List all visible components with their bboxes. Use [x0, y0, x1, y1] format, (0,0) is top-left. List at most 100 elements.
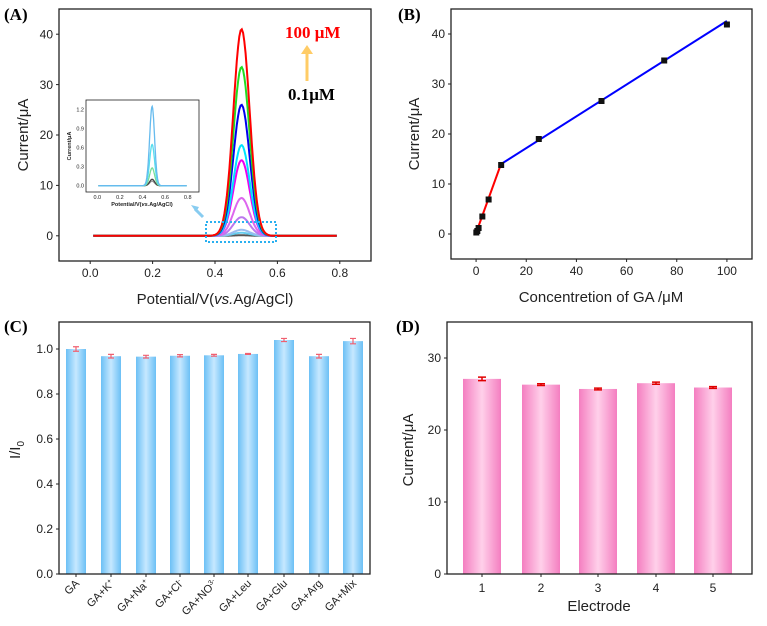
panel-a-ytick-label: 0 — [46, 229, 53, 243]
panel-d-xtick-label: 2 — [538, 581, 545, 595]
panel-c-error-bar — [177, 354, 183, 358]
panel-d-ytick-label: 30 — [428, 351, 442, 365]
panel-a-ylabel: Current/μA — [15, 99, 32, 172]
panel-c-ytick-label: 0.8 — [36, 387, 53, 401]
panel-c-ytick-label: 0.4 — [36, 477, 53, 491]
inset-xlabel: Potential/V(vs.Ag/AgCl) — [111, 202, 173, 208]
panel-c-bar — [170, 355, 190, 574]
panel-b-frame — [450, 8, 753, 260]
panel-d-bar — [463, 378, 501, 574]
panel-a-ytick-label: 40 — [40, 27, 54, 41]
panel-c-error-bar — [316, 353, 322, 359]
ylabel-sub: 0 — [16, 441, 27, 447]
panel-b-ytick-label: 0 — [438, 227, 445, 241]
category-name: GA+Leu — [217, 578, 254, 615]
panel-a-xtick-label: 0.8 — [331, 266, 348, 280]
panel-c-bar — [204, 355, 224, 574]
inset-ytick-label: 0.0 — [76, 184, 84, 190]
panel-c-ytick-label: 1.0 — [36, 342, 53, 356]
panel-a-xtick-label: 0.2 — [144, 266, 161, 280]
inset-ytick-label: 1.2 — [76, 108, 84, 114]
panel-b-xtick-label: 60 — [620, 264, 634, 278]
category-name: GA+Arg — [289, 578, 325, 614]
panel-b-ylabel: Current/μA — [406, 98, 423, 171]
panel-b-data-point — [723, 21, 730, 28]
panel-d-xtick-label: 5 — [710, 581, 717, 595]
inset-xlabel-part: vs. — [142, 202, 150, 208]
panel-c-ytick-label: 0.6 — [36, 432, 53, 446]
ylabel-main: I/I — [7, 447, 24, 460]
panel-c-ytick-label: 0.2 — [36, 522, 53, 536]
panel-b-data-point — [479, 213, 486, 220]
category-name: GA+Glu — [254, 578, 290, 614]
panel-c-category-label: GA+Mix — [323, 577, 360, 614]
panel-label-d: (D) — [396, 317, 420, 336]
panel-c-category-label: GA+NO3- — [180, 577, 221, 618]
panel-d-error-bar — [478, 376, 486, 382]
panel-a-xtick-label: 0.0 — [82, 266, 99, 280]
panel-c-error-bar — [73, 346, 79, 352]
category-charge: + — [106, 578, 114, 586]
panel-d-xtick-label: 1 — [479, 581, 486, 595]
panel-b-xtick-label: 40 — [570, 264, 584, 278]
panel-b-data-point — [661, 57, 668, 64]
panel-c-ylabel: I/I0 — [7, 441, 27, 460]
panel-a-xtick-label: 0.4 — [207, 266, 224, 280]
panel-a-ytick-label: 20 — [40, 128, 54, 142]
panel-c-error-bar — [350, 337, 356, 345]
panel-a-series-line — [93, 27, 337, 237]
panel-c-bar — [66, 349, 86, 574]
panel-b-xtick-label: 80 — [670, 264, 684, 278]
panel-b-ytick-label: 20 — [432, 127, 446, 141]
category-charge: 3- — [207, 577, 217, 587]
inset-ylabel: Current/μA — [67, 132, 73, 161]
category-charge: - — [176, 577, 183, 584]
panel-b-xlabel: Concentretion of GA /μM — [519, 289, 684, 306]
category-name: GA+Mix — [323, 577, 360, 614]
panel-b-data-point — [598, 98, 605, 104]
category-name: GA+NO — [180, 582, 216, 618]
panel-b-fit-line — [500, 20, 728, 165]
panel-c-ytick-label: 0.0 — [36, 567, 53, 581]
panel-c-error-bar — [108, 353, 114, 359]
inset-xtick-label: 0.6 — [161, 195, 169, 201]
panel-d-xtick-label: 4 — [653, 581, 660, 595]
panel-c-bar — [101, 356, 121, 574]
panel-d-error-bar — [652, 381, 660, 386]
panel-a-xlabel-part: Potential/V( — [137, 291, 215, 308]
inset-xtick-label: 0.0 — [93, 195, 101, 201]
panel-label-b: (B) — [398, 5, 421, 24]
panel-c-bar — [136, 356, 156, 574]
panel-a-xlabel-part: Ag/AgCl) — [233, 291, 293, 308]
panel-b-data-point — [485, 196, 492, 203]
zoom-region-box — [205, 221, 277, 243]
panel-a-series-line — [93, 216, 337, 237]
inset-xlabel-part: Potential/V( — [111, 202, 141, 208]
panel-c-error-bar — [143, 354, 149, 359]
inset-ytick-label: 0.3 — [76, 165, 84, 171]
panel-d-error-bar — [709, 385, 717, 390]
panel-d-ylabel: Current/μA — [400, 414, 417, 487]
panel-c-category-label: GA+Leu — [217, 578, 254, 615]
panel-c-frame — [58, 321, 371, 575]
panel-b-data-point — [475, 225, 482, 231]
panel-a-ytick-label: 10 — [40, 179, 54, 193]
panel-d-bar — [694, 387, 732, 574]
panel-a-xlabel: Potential/V(vs.Ag/AgCl) — [137, 291, 294, 308]
panel-c-error-bar — [245, 352, 251, 355]
panel-a-ytick-label: 30 — [40, 78, 54, 92]
panel-c-category-label: GA+Na+ — [115, 578, 152, 615]
panel-d-ytick-label: 20 — [428, 423, 442, 437]
category-name: GA — [62, 577, 82, 597]
panel-a-xlabel-part: vs. — [214, 291, 233, 308]
panel-c-bar — [309, 356, 329, 574]
annotation-0.1uM: 0.1μM — [288, 85, 335, 104]
panel-b-ytick-label: 10 — [432, 177, 446, 191]
panel-c-bar — [343, 341, 363, 574]
panel-c-bar — [274, 340, 294, 574]
arrow-head-icon — [301, 45, 313, 54]
panel-d-error-bar — [594, 387, 602, 391]
panel-b-xtick-label: 20 — [520, 264, 534, 278]
